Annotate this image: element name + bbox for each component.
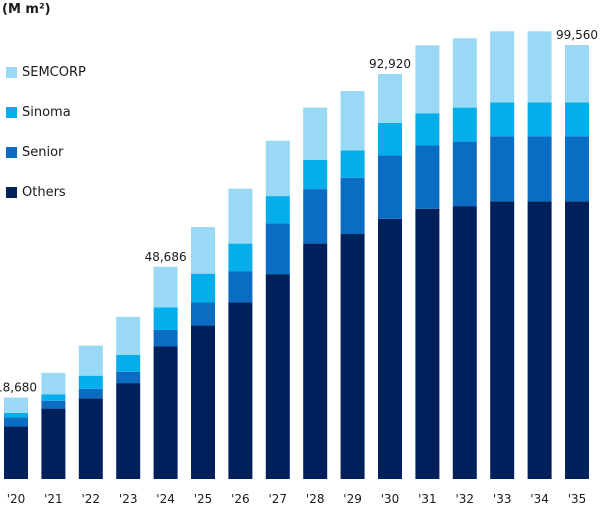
x-tick-label: '33 [493,492,512,506]
total-label: 18,680 [0,381,37,395]
bar-segment-senior [265,223,290,275]
bar-segment-senior [565,136,589,202]
bar-segment-others [415,208,440,480]
bar-segment-semcorp [452,38,477,108]
bar-segment-sinoma [41,394,66,401]
legend-label: Others [22,184,66,200]
bar-segment-semcorp [303,107,328,160]
bar-segment-semcorp [527,31,552,103]
x-tick-label: '28 [306,492,325,506]
bar-segment-sinoma [378,122,402,156]
legend-label: Sinoma [22,104,71,120]
bar-segment-sinoma [265,196,290,224]
bar-segment-sinoma [228,243,253,272]
bar-segment-others [78,398,103,479]
bar-segment-semcorp [191,227,215,274]
bar-segment-sinoma [527,102,552,137]
x-tick-label: '26 [231,492,250,506]
x-tick-label: '22 [82,492,101,506]
bar-segment-sinoma [4,412,28,418]
bar-segment-semcorp [116,316,141,355]
legend-item-semcorp: SEMCORP [6,62,86,82]
unit-label: (M m²) [2,2,51,17]
bar-segment-senior [452,141,477,207]
total-label: 92,920 [369,57,411,71]
legend-item-senior: Senior [6,142,86,162]
bar-segment-sinoma [191,273,215,303]
bar-segment-sinoma [452,107,477,142]
bar-segment-sinoma [415,113,440,146]
bar-segment-senior [191,302,215,326]
bar-segment-others [191,325,215,479]
bar-segment-senior [4,417,28,427]
bar-segment-sinoma [303,159,328,190]
legend-item-sinoma: Sinoma [6,102,86,122]
total-label: 48,686 [145,250,187,264]
bar-segment-senior [153,329,178,347]
bar-segment-semcorp [228,188,253,244]
x-tick-label: '21 [44,492,63,506]
x-tick-label: '30 [381,492,400,506]
x-tick-label: '27 [269,492,288,506]
bar-segment-others [378,218,402,479]
bar-segment-semcorp [153,266,178,308]
bar-segment-others [303,243,328,479]
bar-segment-sinoma [490,102,515,137]
bar-segment-others [265,274,290,479]
bar-segment-others [565,201,589,479]
bar-segment-semcorp [265,140,290,197]
legend-label: Senior [22,144,64,160]
x-tick-label: '35 [568,492,587,506]
legend-label: SEMCORP [22,64,86,80]
bar-segment-senior [378,155,402,219]
x-tick-label: '29 [343,492,362,506]
x-tick-label: '32 [456,492,475,506]
x-tick-label: '24 [156,492,175,506]
bar-segment-others [41,408,66,479]
bar-segment-others [340,234,365,479]
bar-segment-semcorp [490,31,515,103]
bar-segment-senior [303,189,328,244]
bar-segment-semcorp [378,73,402,123]
bar-segment-others [4,426,28,479]
bar-segment-others [452,206,477,479]
bar-segment-senior [78,388,103,399]
bar-segment-others [228,302,253,479]
bar-segment-sinoma [565,102,589,137]
bar-segment-others [116,383,141,479]
x-tick-label: '31 [418,492,437,506]
x-tick-label: '20 [7,492,26,506]
bar-segment-sinoma [78,375,103,389]
bar-segment-semcorp [340,91,365,151]
bar-segment-semcorp [565,45,589,103]
bar-segment-senior [490,136,515,202]
x-tick-label: '34 [530,492,549,506]
bar-segment-senior [340,177,365,235]
legend-swatch-sinoma [6,106,17,118]
legend-item-others: Others [6,182,86,202]
bar-segment-sinoma [340,150,365,178]
bar-segment-senior [41,400,66,409]
bar-segment-semcorp [78,345,103,376]
bar-segment-senior [116,371,141,384]
bar-segment-senior [415,145,440,209]
legend-swatch-semcorp [6,66,17,78]
bar-segment-sinoma [153,307,178,330]
bar-segment-semcorp [415,45,440,114]
bar-segment-semcorp [4,397,28,413]
x-tick-label: '23 [119,492,138,506]
bar-segment-others [490,201,515,479]
bar-segment-senior [527,136,552,202]
legend: SEMCORP Sinoma Senior Others [6,62,86,222]
total-label: 99,560 [556,28,598,42]
x-tick-label: '25 [194,492,213,506]
bar-segment-others [527,201,552,479]
bar-segment-senior [228,271,253,303]
bar-segment-others [153,346,178,479]
legend-swatch-others [6,186,17,198]
legend-swatch-senior [6,146,17,158]
bar-segment-semcorp [41,372,66,395]
bar-segment-sinoma [116,354,141,372]
